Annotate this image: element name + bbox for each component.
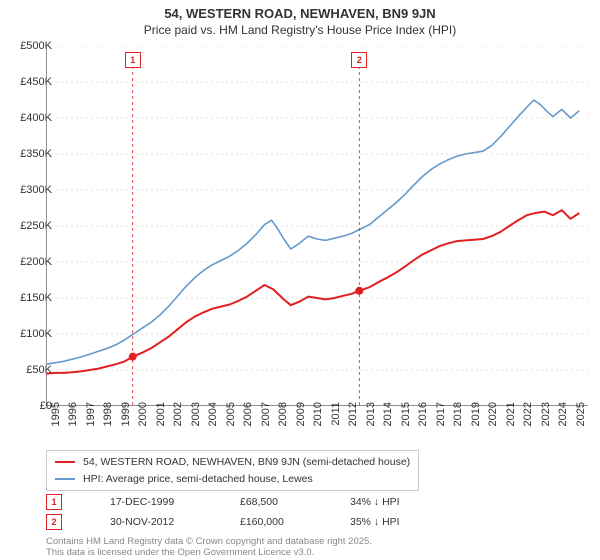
x-tick-label: 2025: [575, 402, 587, 442]
x-tick-label: 2010: [312, 402, 324, 442]
x-tick-label: 2022: [522, 402, 534, 442]
x-tick-label: 2012: [347, 402, 359, 442]
sales-table: 1 17-DEC-1999 £68,500 34% ↓ HPI 2 30-NOV-2012…: [46, 492, 430, 532]
y-tick-label: £350K: [2, 148, 52, 160]
sale-price: £160,000: [240, 516, 310, 528]
x-tick-label: 1998: [102, 402, 114, 442]
sale-marker: 2: [46, 514, 62, 530]
x-tick-label: 1996: [67, 402, 79, 442]
y-tick-label: £100K: [2, 328, 52, 340]
x-tick-label: 2011: [330, 402, 342, 442]
legend-swatch: [55, 478, 75, 480]
legend-row: HPI: Average price, semi-detached house,…: [55, 471, 410, 488]
chart-title: 54, WESTERN ROAD, NEWHAVEN, BN9 9JN: [0, 0, 600, 23]
x-tick-label: 2018: [452, 402, 464, 442]
sale-marker: 1: [46, 494, 62, 510]
sale-vs-hpi: 34% ↓ HPI: [350, 496, 430, 508]
chart-container: 54, WESTERN ROAD, NEWHAVEN, BN9 9JN Pric…: [0, 0, 600, 560]
x-tick-label: 2003: [190, 402, 202, 442]
legend-swatch: [55, 461, 75, 463]
x-tick-label: 1995: [50, 402, 62, 442]
chart-subtitle: Price paid vs. HM Land Registry's House …: [0, 23, 600, 41]
y-tick-label: £300K: [2, 184, 52, 196]
callout-marker: 1: [125, 52, 141, 68]
sale-row: 1 17-DEC-1999 £68,500 34% ↓ HPI: [46, 492, 430, 512]
legend-row: 54, WESTERN ROAD, NEWHAVEN, BN9 9JN (sem…: [55, 454, 410, 471]
x-tick-label: 2015: [400, 402, 412, 442]
attribution-line1: Contains HM Land Registry data © Crown c…: [46, 536, 372, 547]
x-tick-label: 2009: [295, 402, 307, 442]
y-tick-label: £50K: [2, 364, 52, 376]
x-tick-label: 2024: [557, 402, 569, 442]
legend-label: HPI: Average price, semi-detached house,…: [83, 471, 313, 488]
attribution: Contains HM Land Registry data © Crown c…: [46, 536, 372, 559]
x-tick-label: 2002: [172, 402, 184, 442]
legend-label: 54, WESTERN ROAD, NEWHAVEN, BN9 9JN (sem…: [83, 454, 410, 471]
sale-row: 2 30-NOV-2012 £160,000 35% ↓ HPI: [46, 512, 430, 532]
x-tick-label: 2014: [382, 402, 394, 442]
x-tick-label: 1999: [120, 402, 132, 442]
y-tick-label: £150K: [2, 292, 52, 304]
x-tick-label: 2005: [225, 402, 237, 442]
y-tick-label: £450K: [2, 76, 52, 88]
sale-date: 17-DEC-1999: [110, 496, 200, 508]
x-tick-label: 2000: [137, 402, 149, 442]
x-tick-label: 2008: [277, 402, 289, 442]
x-tick-label: 2016: [417, 402, 429, 442]
y-tick-label: £400K: [2, 112, 52, 124]
callout-marker: 2: [351, 52, 367, 68]
y-tick-label: £500K: [2, 40, 52, 52]
attribution-line2: This data is licensed under the Open Gov…: [46, 547, 372, 558]
x-tick-label: 2004: [207, 402, 219, 442]
plot-area: [46, 46, 588, 406]
x-tick-label: 2013: [365, 402, 377, 442]
sale-date: 30-NOV-2012: [110, 516, 200, 528]
y-tick-label: £250K: [2, 220, 52, 232]
x-tick-label: 2023: [540, 402, 552, 442]
x-tick-label: 2019: [470, 402, 482, 442]
x-tick-label: 2001: [155, 402, 167, 442]
legend: 54, WESTERN ROAD, NEWHAVEN, BN9 9JN (sem…: [46, 450, 419, 491]
x-tick-label: 2017: [435, 402, 447, 442]
sale-vs-hpi: 35% ↓ HPI: [350, 516, 430, 528]
y-tick-label: £200K: [2, 256, 52, 268]
sale-price: £68,500: [240, 496, 310, 508]
x-tick-label: 1997: [85, 402, 97, 442]
x-tick-label: 2020: [487, 402, 499, 442]
x-tick-label: 2021: [505, 402, 517, 442]
x-tick-label: 2006: [242, 402, 254, 442]
x-tick-label: 2007: [260, 402, 272, 442]
y-tick-label: £0: [2, 400, 52, 412]
